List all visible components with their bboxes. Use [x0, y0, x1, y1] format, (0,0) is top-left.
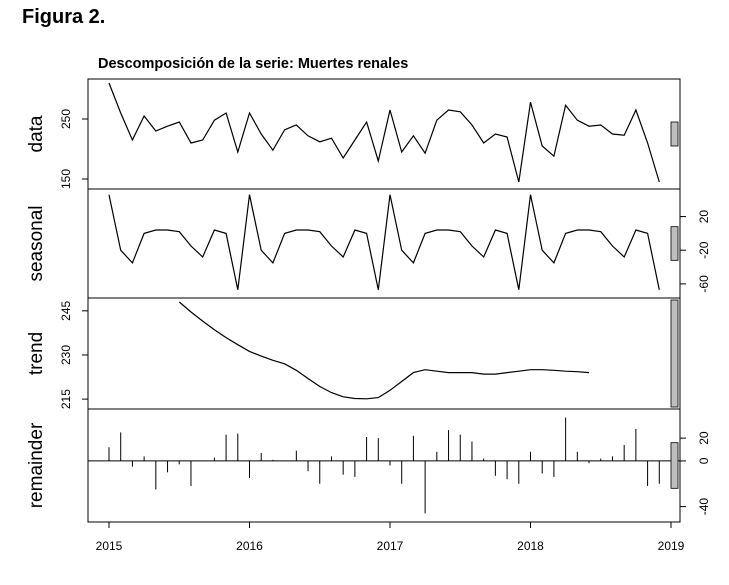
chart-title: Descomposición de la serie: Muertes rena…: [98, 56, 408, 72]
series-line-data: [108, 82, 660, 183]
panel-data: data 150 250: [26, 78, 681, 190]
ytick-label-data: 150: [59, 169, 73, 189]
figure-label: Figura 2.: [22, 6, 106, 28]
ytick-label-remainder: 0: [697, 457, 711, 464]
ytick-label-trend: 245: [59, 300, 73, 320]
panel-frame: [87, 408, 681, 523]
scale-bar-seasonal: [670, 226, 679, 261]
scale-bar-remainder: [670, 442, 679, 489]
ytick-label-seasonal: -60: [697, 275, 711, 293]
panels-layer: data 150 250 seasonal -60 -20 20 trend 215 230 245…: [26, 78, 711, 523]
panel-frame: [87, 297, 681, 410]
ytick-label-remainder: 20: [697, 431, 711, 445]
x-axis: 2015 2016 2017 2018 2019: [96, 521, 685, 553]
ytick-label-trend: 215: [59, 389, 73, 409]
xtick-label: 2016: [236, 539, 263, 553]
xtick-label: 2015: [96, 539, 123, 553]
ylabel-remainder: remainder: [26, 422, 47, 508]
ylabel-seasonal: seasonal: [26, 205, 47, 281]
xtick-label: 2019: [658, 539, 685, 553]
ylabel-trend: trend: [26, 332, 47, 375]
xtick-label: 2018: [517, 539, 544, 553]
scale-bar-data: [670, 121, 679, 147]
xtick-label: 2017: [377, 539, 404, 553]
panel-seasonal: seasonal -60 -20 20: [26, 188, 711, 299]
ytick-label-seasonal: 20: [697, 210, 711, 224]
panel-remainder: remainder -40 0 20: [26, 408, 711, 523]
series-line-seasonal: [108, 194, 660, 290]
panel-trend: trend 215 230 245: [26, 297, 681, 410]
ytick-label-trend: 230: [59, 345, 73, 365]
ytick-label-seasonal: -20: [697, 241, 711, 259]
scale-bar-trend: [670, 299, 679, 408]
series-line-trend: [178, 301, 590, 400]
ylabel-data: data: [26, 115, 47, 152]
ytick-label-remainder: -40: [697, 498, 711, 516]
ytick-label-data: 250: [59, 109, 73, 129]
